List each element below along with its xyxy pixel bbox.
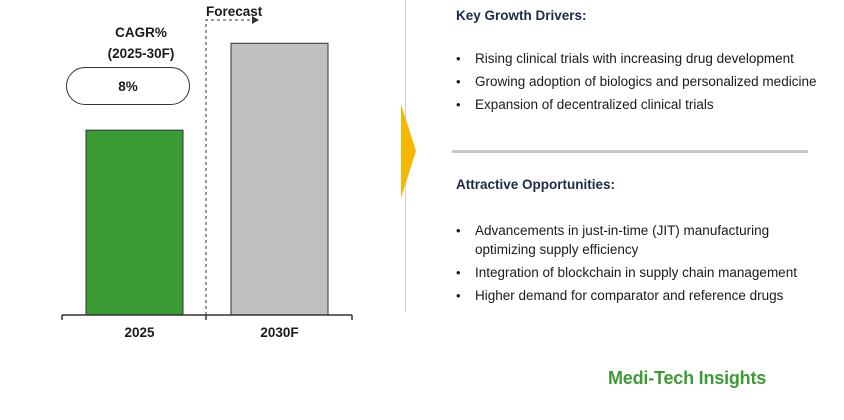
forecast-label: Forecast [206,4,263,19]
bullet-icon: • [456,265,461,280]
list-item-text: Higher demand for comparator and referen… [475,288,784,303]
bar-2030f [230,42,329,316]
horizontal-divider [452,150,808,153]
list-item-text: Rising clinical trials with increasing d… [475,51,794,66]
list-item-text: Advancements in just-in-time (JIT) manuf… [475,223,770,257]
opportunities-list: • Advancements in just-in-time (JIT) manu… [456,221,828,309]
bullet-icon: • [456,51,461,66]
list-item-text: Integration of blockchain in supply chai… [475,265,797,280]
cagr-title: CAGR% (2025-30F) [78,22,204,64]
forecast-bracket [205,19,252,315]
list-item: • Rising clinical trials with increasing … [456,49,836,68]
list-item: • Expansion of decentralized clinical tri… [456,95,836,114]
bullet-icon: • [456,223,461,238]
list-item: • Higher demand for comparator and refere… [456,286,828,305]
list-item: • Integration of blockchain in supply cha… [456,263,828,282]
bar-2025 [85,129,184,316]
cagr-title-line1: CAGR% [115,25,167,40]
list-item-text: Expansion of decentralized clinical tria… [475,97,714,112]
growth-drivers-list: • Rising clinical trials with increasing … [456,49,836,118]
cagr-value: 8% [118,78,138,94]
list-item: • Advancements in just-in-time (JIT) manu… [456,221,828,259]
list-item: • Growing adoption of biologics and perso… [456,72,836,91]
growth-drivers-heading: Key Growth Drivers: [456,8,587,23]
brand-logo: Medi-Tech Insights [608,368,767,388]
bullet-icon: • [456,74,461,89]
x-tick-label: 2030F [260,325,298,340]
x-tick-label: 2025 [124,325,155,340]
market-bar-chart: 2025 2030F [61,16,353,340]
list-item-text: Growing adoption of biologics and person… [475,74,817,89]
bullet-icon: • [456,97,461,112]
cagr-title-line2: (2025-30F) [107,46,175,61]
chevron-right-icon [401,104,416,198]
forecast-arrow-icon [252,16,259,24]
bullet-icon: • [456,288,461,303]
cagr-value-pill: 8% [66,67,190,105]
opportunities-heading: Attractive Opportunities: [456,177,616,192]
